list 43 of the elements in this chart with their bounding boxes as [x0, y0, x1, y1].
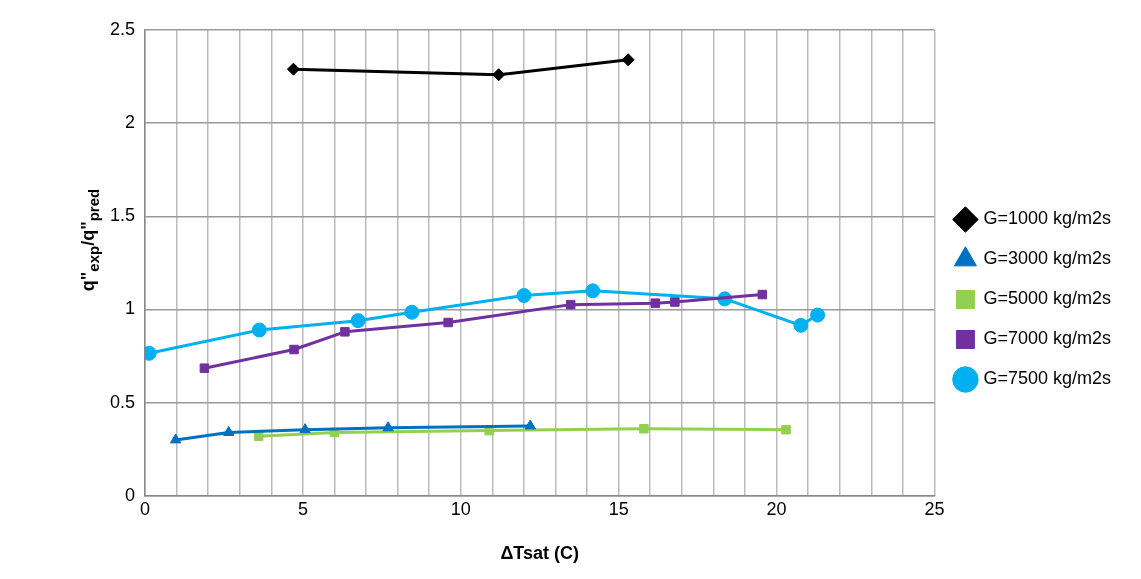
point — [810, 307, 826, 323]
y-tick-label: 2.5 — [109, 18, 136, 39]
point — [793, 317, 809, 333]
point — [443, 317, 453, 328]
x-tick-label: 10 — [450, 498, 471, 519]
point — [340, 327, 350, 337]
point — [382, 421, 394, 432]
x-tick-label: 0 — [140, 498, 151, 519]
point — [492, 68, 506, 82]
point — [286, 62, 300, 76]
point — [299, 423, 311, 434]
y-tick-label: 1 — [125, 298, 136, 319]
point — [289, 344, 299, 355]
legend-label: G=1000 kg/m2s — [983, 208, 1111, 229]
legend-label: G=7000 kg/m2s — [983, 328, 1111, 349]
legend-label: G=7500 kg/m2s — [983, 368, 1111, 389]
x-tick-label: 5 — [297, 498, 308, 519]
point — [169, 433, 182, 444]
legend-label: G=5000 kg/m2s — [983, 288, 1111, 309]
point — [650, 298, 661, 308]
y-tick-label: 1.5 — [109, 205, 136, 226]
point — [585, 283, 601, 299]
point — [251, 322, 267, 338]
point — [199, 363, 210, 373]
point — [621, 53, 635, 67]
point — [223, 425, 235, 436]
point — [639, 423, 649, 434]
point — [524, 419, 536, 430]
y-tick-label: 0 — [125, 484, 136, 505]
y-tick-label: 0.5 — [109, 391, 136, 412]
point — [516, 288, 532, 304]
y-tick-label: 2 — [125, 112, 136, 133]
point — [670, 297, 680, 307]
legend-label: G=3000 kg/m2s — [983, 248, 1111, 269]
point — [565, 299, 576, 310]
x-axis-title: ΔTsat (C) — [500, 543, 580, 564]
point — [350, 313, 366, 329]
x-tick-label: 25 — [924, 498, 945, 519]
point — [781, 424, 791, 435]
x-tick-label: 20 — [766, 498, 787, 519]
point — [404, 304, 420, 320]
point — [757, 289, 768, 300]
x-tick-label: 15 — [608, 498, 629, 519]
